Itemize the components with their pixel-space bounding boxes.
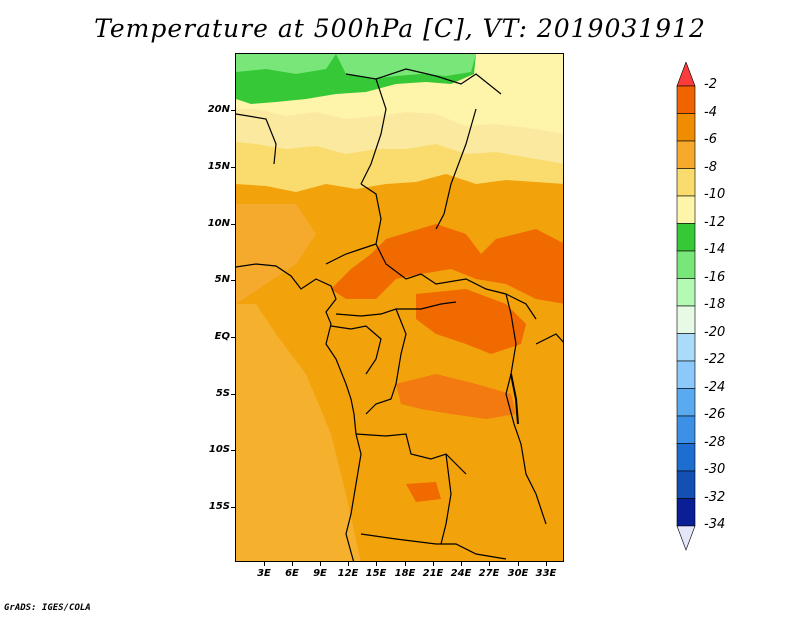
lon-tick <box>489 562 490 566</box>
colorbar-segment <box>676 195 696 224</box>
colorbar-label: -8 <box>704 159 717 175</box>
colorbar-label: -26 <box>704 407 726 422</box>
lon-label: 3E <box>257 568 271 579</box>
lat-tick <box>231 110 235 111</box>
colorbar-segment <box>676 168 696 197</box>
lon-tick <box>433 562 434 566</box>
lat-tick <box>231 280 235 281</box>
colorbar-segment <box>676 305 696 334</box>
lon-label: 30E <box>507 568 529 579</box>
colorbar-segment <box>676 223 696 252</box>
field-north-lightgreen-2 <box>236 54 336 74</box>
lat-label: 5S <box>215 388 230 399</box>
colorbar-label: -18 <box>704 297 726 312</box>
lat-label: 20N <box>207 104 230 115</box>
lon-tick <box>348 562 349 566</box>
border-zambia <box>440 453 452 545</box>
colorbar-segment <box>676 470 696 499</box>
lon-label: 15E <box>365 568 387 579</box>
lon-label: 6E <box>285 568 299 579</box>
colorbar-segment <box>676 250 696 279</box>
lat-tick <box>231 394 235 395</box>
border-congo-drc <box>365 308 407 415</box>
lon-label: 27E <box>478 568 500 579</box>
field-central-warm-1 <box>331 224 563 304</box>
lon-label: 9E <box>313 568 327 579</box>
colorbar-label: -12 <box>704 214 726 230</box>
lon-tick <box>264 562 265 566</box>
colorbar-segment <box>676 140 696 169</box>
border-south <box>360 533 507 560</box>
colorbar-segment <box>676 498 696 527</box>
colorbar-label: -6 <box>704 132 717 147</box>
lat-tick <box>231 337 235 338</box>
colorbar-label: -10 <box>704 187 726 202</box>
colorbar-label: -22 <box>704 352 726 367</box>
colorbar-bottom-arrow <box>676 525 696 551</box>
border-east <box>505 293 547 525</box>
temperature-map <box>235 53 564 562</box>
lat-label: 15S <box>208 501 230 512</box>
colorbar-segment <box>676 278 696 307</box>
colorbar-segment <box>676 360 696 389</box>
lon-tick <box>320 562 321 566</box>
border-north-2 <box>360 78 387 185</box>
colorbar-label: -30 <box>704 462 726 477</box>
colorbar-label: -34 <box>704 517 726 532</box>
lon-tick <box>405 562 406 566</box>
field-west-light <box>236 304 361 561</box>
lat-tick <box>231 507 235 508</box>
border-gabon <box>330 325 382 375</box>
colorbar-label: -24 <box>704 379 726 395</box>
lon-tick <box>546 562 547 566</box>
lat-label: 15N <box>207 161 230 172</box>
colorbar <box>676 62 696 551</box>
lon-label: 18E <box>394 568 416 579</box>
lon-tick <box>518 562 519 566</box>
colorbar-segment <box>676 388 696 417</box>
colorbar-segment <box>676 415 696 444</box>
lake-tanganyika <box>510 373 519 425</box>
field-west-mid <box>236 204 316 304</box>
lon-label: 12E <box>337 568 359 579</box>
map-title: Temperature at 500hPa [C], VT: 201903191… <box>94 14 706 43</box>
border-lake-victoria <box>535 333 563 345</box>
border-central-2 <box>325 243 377 265</box>
lat-label: EQ <box>214 331 230 342</box>
field-central-warm-3 <box>396 374 516 419</box>
colorbar-label: -20 <box>704 324 726 340</box>
colorbar-segment <box>676 443 696 472</box>
colorbar-label: -32 <box>704 489 726 505</box>
borders <box>236 68 563 561</box>
lat-tick <box>231 167 235 168</box>
colorbar-label: -4 <box>704 104 717 120</box>
colorbar-top-arrow <box>676 62 696 87</box>
colorbar-segment <box>676 85 696 114</box>
colorbar-label: -14 <box>704 242 726 257</box>
border-north-3 <box>236 113 277 165</box>
lat-label: 10S <box>208 444 230 455</box>
lat-label: 5N <box>214 274 230 285</box>
colorbar-segment <box>676 333 696 362</box>
grads-credit: GrADS: IGES/COLA <box>4 603 91 613</box>
field-north-lightgreen <box>336 54 476 79</box>
lon-tick <box>461 562 462 566</box>
coastline-west <box>236 263 362 561</box>
colorbar-segment <box>676 113 696 142</box>
lon-tick <box>376 562 377 566</box>
lon-label: 33E <box>535 568 557 579</box>
colorbar-label: -2 <box>704 77 717 92</box>
lon-label: 24E <box>450 568 472 579</box>
lon-tick <box>292 562 293 566</box>
lat-tick <box>231 450 235 451</box>
lon-label: 21E <box>422 568 444 579</box>
lat-tick <box>231 224 235 225</box>
field-south-warm <box>406 482 441 502</box>
border-sudan <box>435 108 477 230</box>
temperature-field <box>236 54 563 561</box>
field-central-warm-2 <box>416 289 526 354</box>
lat-label: 10N <box>207 218 230 229</box>
colorbar-label: -16 <box>704 269 726 285</box>
colorbar-label: -28 <box>704 434 726 450</box>
